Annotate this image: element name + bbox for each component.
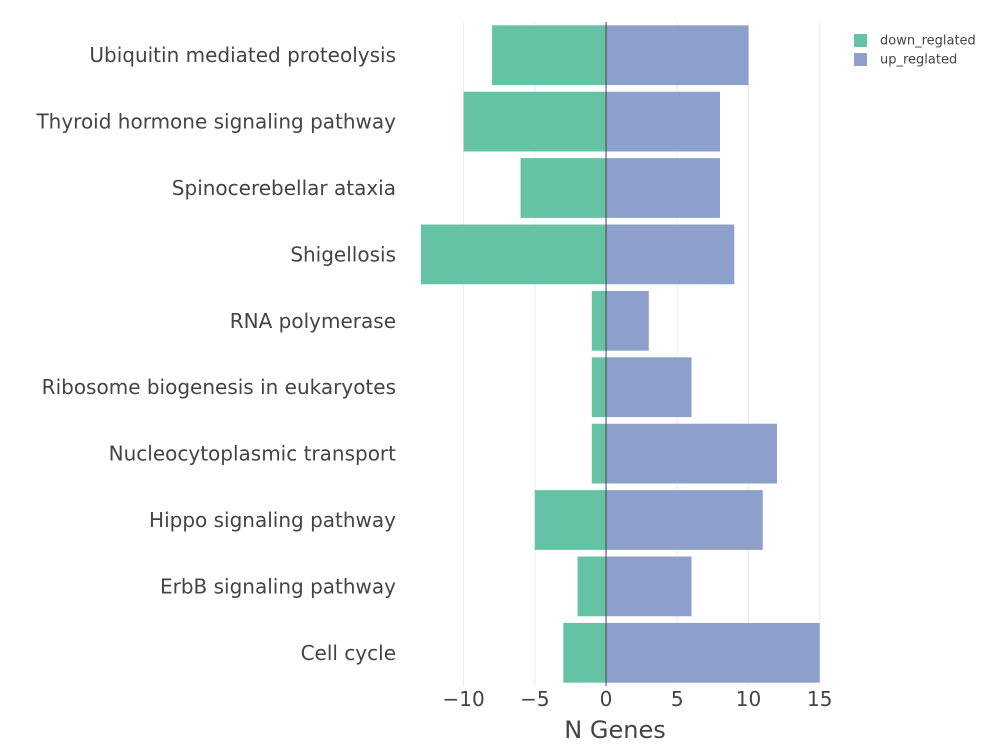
legend-item-up-reglated[interactable]: up_reglated [854,53,957,68]
legend-item-down-reglated[interactable]: down_reglated [854,34,976,49]
bar-up-reglated-shigellosis[interactable] [606,224,735,285]
category-label-shigellosis: Shigellosis [290,242,396,266]
bar-up-reglated-thyroid-hormone-signaling-pathway[interactable] [606,91,721,152]
bar-layer [420,25,820,683]
x-tick-label: 5 [671,687,684,711]
bar-down-reglated-rna-polymerase[interactable] [591,290,607,351]
category-label-erbb-signaling-pathway: ErbB signaling pathway [160,574,396,598]
bar-down-reglated-cell-cycle[interactable] [563,622,607,683]
x-tick-label: 15 [807,687,832,711]
bar-up-reglated-ubiquitin-mediated-proteolysis[interactable] [606,25,749,86]
category-label-hippo-signaling-pathway: Hippo signaling pathway [149,508,396,532]
bar-up-reglated-spinocerebellar-ataxia[interactable] [606,158,721,218]
bar-down-reglated-shigellosis[interactable] [420,224,607,285]
x-tick-label: −5 [520,687,549,711]
axis-layer: −10 −5 0 5 10 15 N Genes [442,22,832,744]
legend-swatch-up-reglated [854,53,867,66]
bar-down-reglated-ribosome-biogenesis-in-eukaryotes[interactable] [591,357,607,418]
x-tick-label: 0 [600,687,613,711]
category-label-nucleocytoplasmic-transport: Nucleocytoplasmic transport [109,442,397,466]
category-label-cell-cycle: Cell cycle [301,641,396,665]
bar-up-reglated-nucleocytoplasmic-transport[interactable] [606,423,777,484]
bar-down-reglated-ubiquitin-mediated-proteolysis[interactable] [492,25,607,86]
legend-label-up-reglated: up_reglated [880,53,957,68]
label-layer: Ubiquitin mediated proteolysis Thyroid ho… [35,43,396,665]
bar-down-reglated-erbb-signaling-pathway[interactable] [577,556,607,617]
x-axis-title: N Genes [564,716,665,744]
legend-swatch-down-reglated [854,34,867,47]
bar-up-reglated-cell-cycle[interactable] [606,622,820,683]
category-label-ribosome-biogenesis-in-eukaryotes: Ribosome biogenesis in eukaryotes [42,375,396,399]
bar-down-reglated-hippo-signaling-pathway[interactable] [534,490,607,550]
category-label-ubiquitin-mediated-proteolysis: Ubiquitin mediated proteolysis [89,43,396,67]
bar-down-reglated-nucleocytoplasmic-transport[interactable] [591,423,607,484]
category-label-thyroid-hormone-signaling-pathway: Thyroid hormone signaling pathway [35,110,396,134]
bar-down-reglated-spinocerebellar-ataxia[interactable] [520,158,607,218]
bar-up-reglated-erbb-signaling-pathway[interactable] [606,556,692,617]
category-label-rna-polymerase: RNA polymerase [230,309,396,333]
legend-label-down-reglated: down_reglated [880,34,976,49]
bar-down-reglated-thyroid-hormone-signaling-pathway[interactable] [463,91,607,152]
x-tick-label: −10 [442,687,484,711]
bar-up-reglated-rna-polymerase[interactable] [606,290,649,351]
bar-up-reglated-ribosome-biogenesis-in-eukaryotes[interactable] [606,357,692,418]
x-tick-label: 10 [736,687,761,711]
category-label-spinocerebellar-ataxia: Spinocerebellar ataxia [172,176,396,200]
legend[interactable]: down_reglated up_reglated [854,34,976,68]
bar-up-reglated-hippo-signaling-pathway[interactable] [606,490,763,550]
